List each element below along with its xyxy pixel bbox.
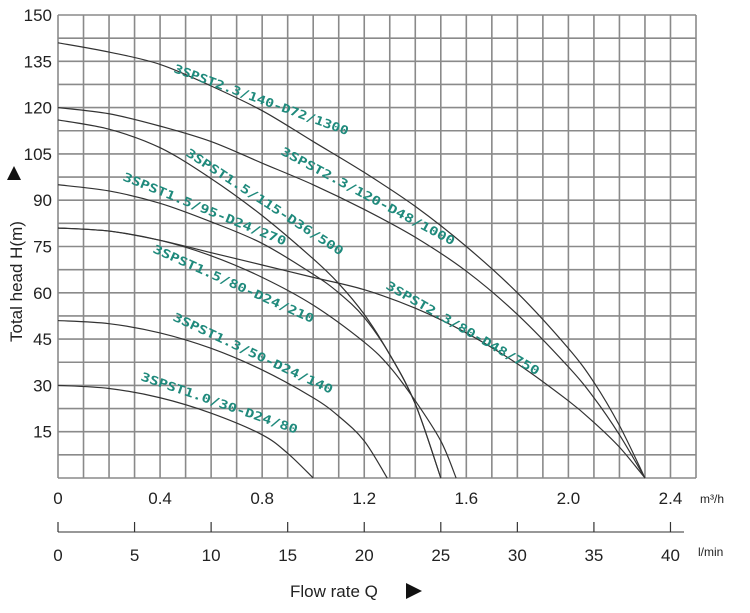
- y-tick-label: 150: [24, 6, 52, 25]
- x-secondary-tick-label: 10: [202, 546, 221, 565]
- x-secondary-tick-label: 0: [53, 546, 62, 565]
- x-tick-label: 0.4: [148, 489, 172, 508]
- y-tick-label: 15: [33, 423, 52, 442]
- x-tick-label: 1.2: [352, 489, 376, 508]
- y-axis-arrow-icon: [7, 166, 21, 180]
- curve-line: [57, 319, 388, 479]
- secondary-x-axis: 0 5 10 15 20 25 30 35 40: [53, 522, 684, 565]
- x-secondary-tick-label: 5: [130, 546, 139, 565]
- x-tick-label: 0: [53, 489, 62, 508]
- curves: [57, 42, 646, 479]
- x-secondary-tick-label: 30: [508, 546, 527, 565]
- y-tick-label: 120: [24, 99, 52, 118]
- x-unit-primary: m³/h: [700, 492, 724, 506]
- curve-line: [57, 384, 314, 479]
- x-secondary-tick-label: 25: [431, 546, 450, 565]
- x-tick-label: 2.0: [557, 489, 581, 508]
- curve-line: [57, 42, 646, 479]
- curve-line: [57, 184, 442, 479]
- y-tick-label: 60: [33, 284, 52, 303]
- x-unit-secondary: l/min: [698, 545, 723, 559]
- x-tick-label: 2.4: [659, 489, 683, 508]
- x-secondary-tick-label: 40: [661, 546, 680, 565]
- y-tick-label: 135: [24, 52, 52, 71]
- y-tick-label: 105: [24, 145, 52, 164]
- y-tick-label: 90: [33, 191, 52, 210]
- x-secondary-tick-label: 20: [355, 546, 374, 565]
- y-tick-labels: 15 30 45 60 75 90 105 120 135 150: [24, 6, 52, 442]
- x-axis-arrow-icon: [406, 583, 422, 599]
- y-tick-label: 75: [33, 238, 52, 257]
- grid: [57, 14, 697, 479]
- curve-label: 3SPST1.0/30-D24/80: [139, 370, 300, 437]
- x-secondary-tick-label: 15: [278, 546, 297, 565]
- curve-label: 3SPST2.3/140-D72/1300: [172, 62, 351, 138]
- y-axis-label: Total head H(m): [7, 221, 26, 342]
- curve-line: [57, 107, 646, 479]
- curve-line: [57, 119, 442, 479]
- x-secondary-tick-label: 35: [584, 546, 603, 565]
- x-tick-label: 0.8: [250, 489, 274, 508]
- x-tick-label: 1.6: [454, 489, 478, 508]
- curve-line: [57, 227, 646, 479]
- y-tick-label: 30: [33, 376, 52, 395]
- x-axis-label: Flow rate Q: [290, 582, 378, 601]
- curve-labels: 3SPST2.3/140-D72/13003SPST2.3/120-D48/10…: [121, 62, 542, 437]
- y-tick-label: 45: [33, 330, 52, 349]
- x-tick-labels: 0 0.4 0.8 1.2 1.6 2.0 2.4: [53, 489, 682, 508]
